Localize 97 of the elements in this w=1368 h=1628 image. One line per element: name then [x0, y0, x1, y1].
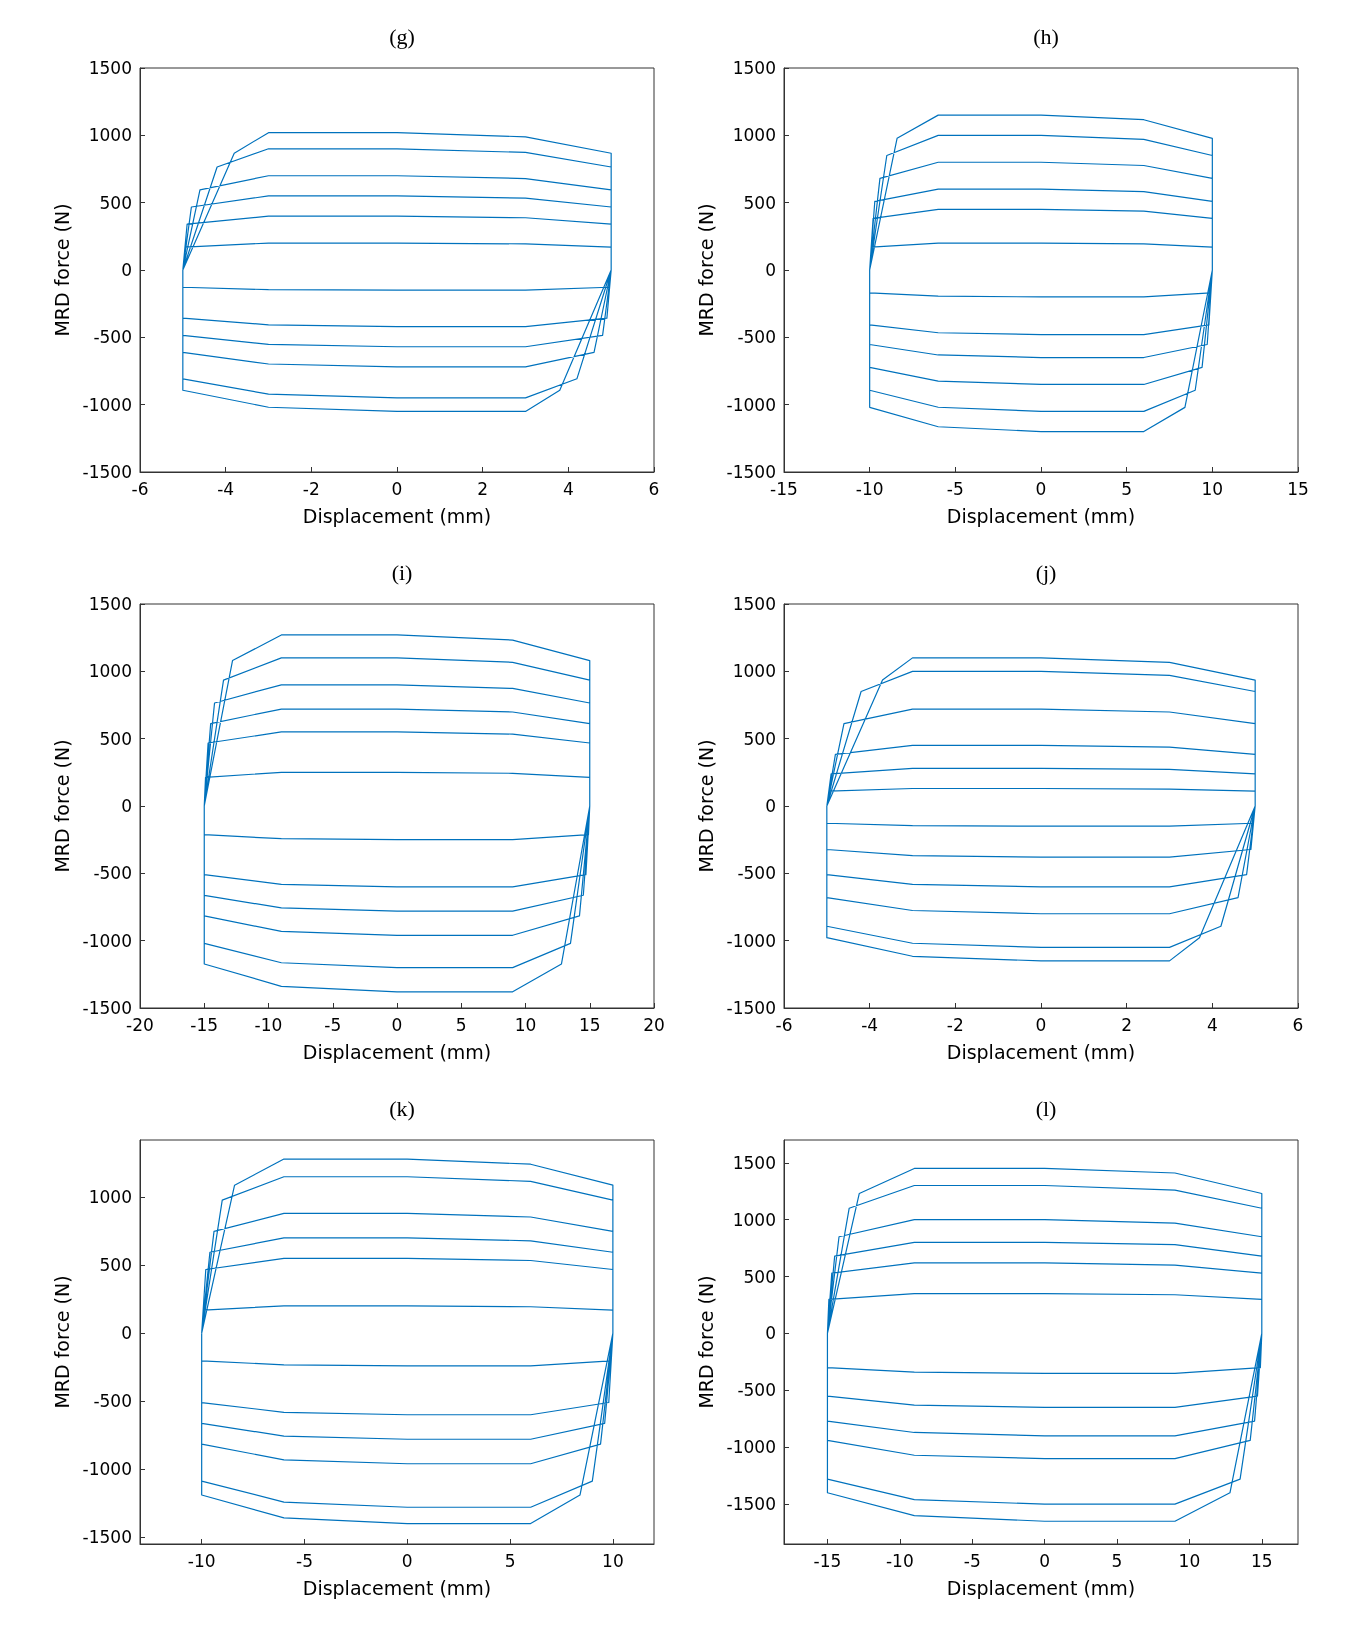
- y-tick-label: -1500: [726, 998, 776, 1018]
- y-tick-label: 0: [765, 796, 776, 816]
- y-tick-label: 1000: [732, 1209, 776, 1230]
- y-tick-label: -1000: [726, 1437, 776, 1458]
- chart-title: (g): [389, 23, 415, 49]
- y-tick-label: 1500: [732, 1152, 776, 1173]
- y-axis-title: MRD force (N): [695, 1275, 718, 1409]
- y-tick-label: -1000: [82, 394, 132, 415]
- y-tick-label: 500: [743, 1266, 776, 1287]
- x-tick-label: 5: [504, 1550, 516, 1571]
- x-tick-label: 2: [1121, 1014, 1133, 1035]
- x-tick-label: -2: [302, 478, 320, 499]
- y-axis-title: MRD force (N): [51, 739, 74, 873]
- x-axis-title: Displacement (mm): [946, 1040, 1136, 1063]
- x-tick-label: 0: [391, 1014, 403, 1035]
- y-tick-label: -1500: [726, 1494, 776, 1515]
- y-tick-label: -500: [93, 327, 132, 348]
- y-axis-title: MRD force (N): [51, 203, 74, 337]
- y-tick-label: 0: [121, 260, 132, 280]
- y-axis-title: MRD force (N): [695, 203, 718, 337]
- y-tick-label: -500: [93, 1391, 132, 1412]
- y-tick-label: -1500: [82, 1527, 132, 1548]
- y-tick-label: -1000: [82, 1459, 132, 1480]
- x-tick-label: 6: [648, 478, 660, 499]
- y-tick-label: 0: [121, 796, 132, 816]
- x-tick-label: -5: [296, 1550, 313, 1571]
- x-tick-label: -5: [946, 478, 964, 499]
- x-axis-title: Displacement (mm): [302, 1040, 492, 1063]
- y-tick-label: -1500: [82, 462, 132, 482]
- x-tick-label: 15: [1250, 1550, 1273, 1571]
- y-tick-label: 1000: [88, 661, 132, 682]
- x-tick-label: 4: [1206, 1014, 1218, 1035]
- chart-title: (h): [1033, 23, 1059, 49]
- y-tick-label: 1500: [88, 58, 132, 78]
- x-tick-label: 10: [1201, 478, 1224, 499]
- y-tick-label: -1000: [726, 930, 776, 951]
- x-tick-label: -15: [813, 1550, 842, 1571]
- y-tick-label: 1000: [732, 125, 776, 146]
- x-tick-label: -5: [324, 1014, 342, 1035]
- x-tick-label: 10: [1178, 1550, 1201, 1571]
- x-tick-label: -2: [946, 1014, 964, 1035]
- x-tick-label: -4: [861, 1014, 879, 1035]
- y-axis-title: MRD force (N): [51, 1275, 74, 1409]
- x-axis-title: Displacement (mm): [302, 504, 492, 527]
- x-tick-label: 15: [1287, 478, 1309, 499]
- x-tick-label: 5: [455, 1014, 467, 1035]
- x-tick-label: -6: [131, 478, 149, 499]
- y-tick-label: 0: [765, 1323, 776, 1344]
- y-tick-label: 500: [99, 728, 132, 749]
- y-tick-label: 0: [765, 260, 776, 280]
- x-axis-title: Displacement (mm): [946, 504, 1136, 527]
- chart-title: (k): [389, 1095, 415, 1121]
- x-tick-label: 15: [578, 1014, 601, 1035]
- y-tick-label: 1000: [732, 661, 776, 682]
- x-tick-label: 10: [602, 1550, 624, 1571]
- x-tick-label: -4: [217, 478, 235, 499]
- x-axis-title: Displacement (mm): [946, 1576, 1136, 1599]
- x-tick-label: 0: [1035, 1014, 1047, 1035]
- x-tick-label: -10: [855, 478, 884, 499]
- x-axis-title: Displacement (mm): [302, 1576, 492, 1599]
- x-tick-label: -6: [775, 1014, 793, 1035]
- x-tick-label: -5: [963, 1550, 981, 1571]
- x-tick-label: 2: [477, 478, 489, 499]
- chart-title: (j): [1035, 559, 1057, 585]
- y-tick-label: 1500: [732, 58, 776, 78]
- y-tick-label: -500: [737, 327, 776, 348]
- y-tick-label: 1500: [88, 594, 132, 614]
- x-tick-label: 10: [514, 1014, 537, 1035]
- x-tick-label: 5: [1111, 1550, 1123, 1571]
- x-tick-label: -10: [885, 1550, 914, 1571]
- y-tick-label: 1500: [732, 594, 776, 614]
- y-tick-label: 500: [743, 728, 776, 749]
- x-tick-label: 4: [562, 478, 574, 499]
- y-tick-label: 1000: [88, 1187, 132, 1208]
- x-tick-label: 6: [1292, 1014, 1304, 1035]
- x-tick-label: 0: [401, 1550, 413, 1571]
- x-tick-label: 0: [391, 478, 403, 499]
- y-tick-label: -500: [93, 863, 132, 884]
- chart-title: (i): [391, 559, 413, 585]
- y-tick-label: 1000: [88, 125, 132, 146]
- y-tick-label: 0: [121, 1323, 132, 1344]
- y-tick-label: 500: [99, 192, 132, 213]
- x-tick-label: 5: [1121, 478, 1133, 499]
- y-tick-label: 500: [743, 192, 776, 213]
- y-tick-label: -500: [737, 1380, 776, 1401]
- x-tick-label: -10: [187, 1550, 216, 1571]
- y-tick-label: -1000: [82, 930, 132, 951]
- y-axis-title: MRD force (N): [695, 739, 718, 873]
- y-tick-label: 500: [99, 1255, 132, 1276]
- chart-title: (l): [1035, 1095, 1057, 1121]
- x-tick-label: 20: [643, 1014, 665, 1035]
- y-tick-label: -1000: [726, 394, 776, 415]
- x-tick-label: 0: [1039, 1550, 1051, 1571]
- x-tick-label: -15: [190, 1014, 219, 1035]
- x-tick-label: 0: [1035, 478, 1047, 499]
- x-tick-label: -10: [254, 1014, 283, 1035]
- y-tick-label: -500: [737, 863, 776, 884]
